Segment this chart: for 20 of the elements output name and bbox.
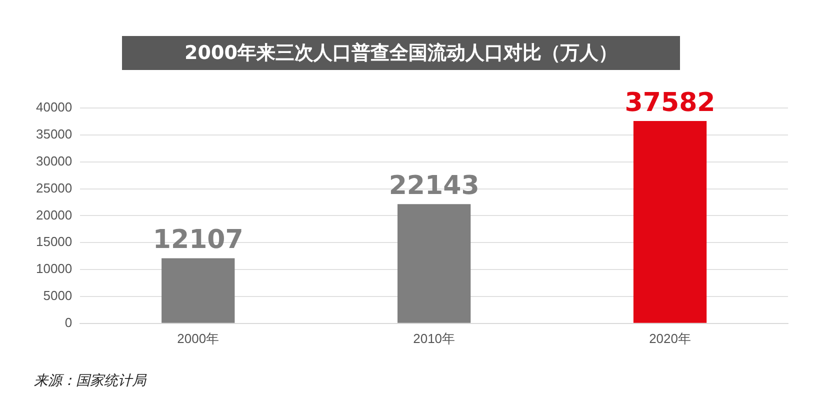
y-tick-label: 35000 (36, 126, 72, 142)
data-label: 37582 (624, 88, 716, 118)
bar (162, 258, 235, 323)
y-tick-label: 30000 (36, 153, 72, 168)
y-tick-label: 15000 (36, 234, 72, 250)
chart-title: 2000年来三次人口普查全国流动人口对比（万人） (122, 36, 680, 70)
y-tick-label: 40000 (36, 100, 72, 115)
x-tick-label: 2010年 (413, 330, 456, 346)
data-label: 12107 (152, 224, 244, 255)
x-tick-label: 2020年 (649, 330, 691, 346)
y-tick-label: 20000 (36, 207, 72, 222)
x-tick-label: 2000年 (177, 330, 220, 346)
y-tick-label: 10000 (36, 261, 72, 276)
y-tick-label: 0 (64, 314, 72, 330)
data-label: 22143 (388, 170, 480, 201)
bar (633, 121, 707, 323)
y-tick-label: 25000 (36, 180, 72, 196)
source-note: 来源：国家统计局 (34, 372, 146, 390)
bar (398, 204, 471, 323)
y-tick-label: 5000 (43, 288, 72, 304)
